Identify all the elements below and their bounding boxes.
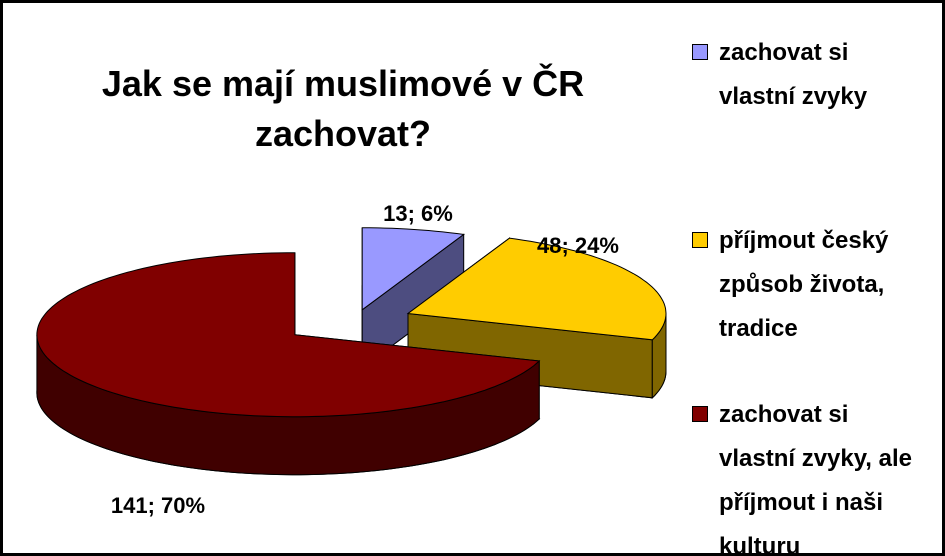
- data-label: 13; 6%: [383, 201, 453, 226]
- legend-item: zachovat si vlastní zvyky, ale příjmout …: [692, 393, 921, 556]
- legend-swatch: [692, 406, 708, 422]
- legend-swatch: [692, 44, 708, 60]
- legend-label: zachovat si vlastní zvyky: [719, 39, 868, 110]
- legend-swatch: [692, 232, 708, 248]
- slice: [406, 237, 667, 341]
- slice: [361, 227, 465, 311]
- legend-label: zachovat si vlastní zvyky, ale příjmout …: [719, 401, 913, 556]
- data-label: 48; 24%: [537, 233, 619, 258]
- plot: 13; 6% 48; 24% 141; 70%: [36, 201, 667, 518]
- slice: [36, 252, 541, 418]
- legend-label: příjmout český způsob života, tradice: [719, 227, 889, 342]
- chart-title: Jak se mají muslimové v ČR zachovat?: [101, 63, 585, 154]
- legend-item: zachovat si vlastní zvyky: [692, 31, 921, 119]
- legend-item: příjmout český způsob života, tradice: [692, 219, 921, 351]
- data-label: 141; 70%: [111, 493, 205, 518]
